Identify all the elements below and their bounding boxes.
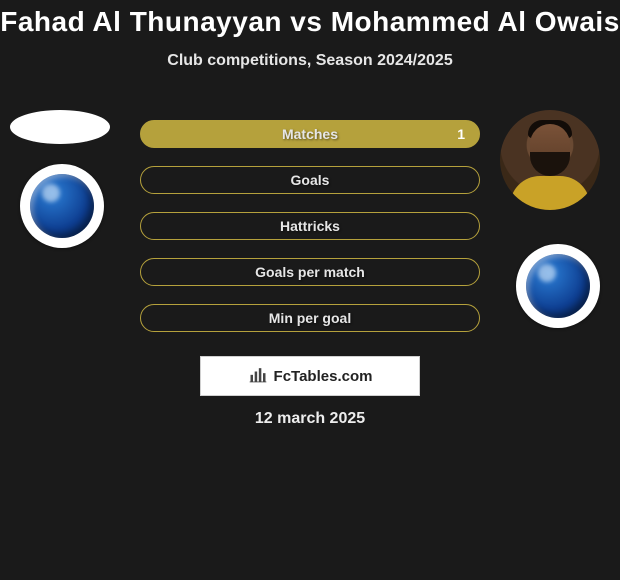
stat-bar: Matches1 <box>140 120 480 148</box>
stat-bar-label: Goals per match <box>141 259 479 285</box>
player-left-club-badge <box>20 164 104 248</box>
stat-bar-label: Matches <box>141 121 479 147</box>
comparison-stage: Matches1 Goals Hattricks Goals per match Min… <box>0 92 620 352</box>
page-title: Fahad Al Thunayyan vs Mohammed Al Owais <box>0 0 620 38</box>
player-right-club-badge <box>516 244 600 328</box>
comparison-date: 12 march 2025 <box>0 410 620 428</box>
player-left-avatar <box>10 110 110 144</box>
bar-chart-icon <box>248 364 268 388</box>
stat-bar: Hattricks <box>140 212 480 240</box>
watermark-fctables: FcTables.com <box>200 356 420 396</box>
stat-bar-label: Goals <box>141 167 479 193</box>
stat-bar: Min per goal <box>140 304 480 332</box>
stat-bar-label: Min per goal <box>141 305 479 331</box>
comparison-subtitle: Club competitions, Season 2024/2025 <box>0 52 620 70</box>
watermark-text: FcTables.com <box>274 368 373 385</box>
stat-bars: Matches1 Goals Hattricks Goals per match Min… <box>140 120 480 350</box>
stat-bar-value-right: 1 <box>457 121 465 147</box>
player-right-avatar <box>500 110 600 210</box>
stat-bar: Goals <box>140 166 480 194</box>
stat-bar-label: Hattricks <box>141 213 479 239</box>
stat-bar: Goals per match <box>140 258 480 286</box>
